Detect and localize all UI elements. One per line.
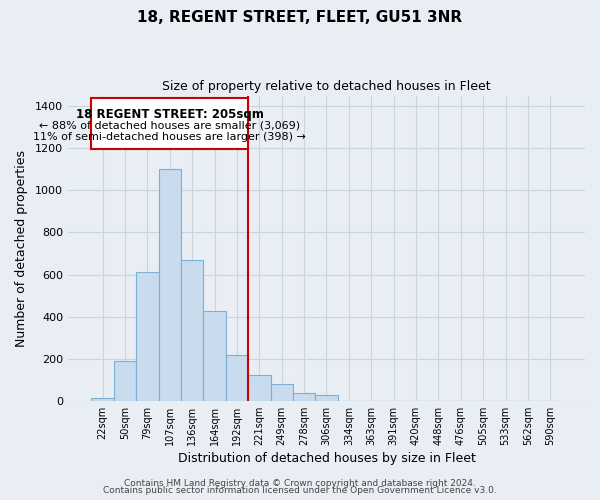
Bar xyxy=(181,260,203,401)
Bar xyxy=(293,393,315,401)
Text: 18 REGENT STREET: 205sqm: 18 REGENT STREET: 205sqm xyxy=(76,108,264,121)
Bar xyxy=(158,169,181,401)
Bar xyxy=(203,312,226,401)
Bar xyxy=(315,395,338,401)
Bar xyxy=(91,98,248,149)
Bar xyxy=(248,374,271,401)
Text: Contains public sector information licensed under the Open Government Licence v3: Contains public sector information licen… xyxy=(103,486,497,495)
Text: Contains HM Land Registry data © Crown copyright and database right 2024.: Contains HM Land Registry data © Crown c… xyxy=(124,478,476,488)
Text: 11% of semi-detached houses are larger (398) →: 11% of semi-detached houses are larger (… xyxy=(34,132,306,142)
Text: 18, REGENT STREET, FLEET, GU51 3NR: 18, REGENT STREET, FLEET, GU51 3NR xyxy=(137,10,463,25)
Bar xyxy=(226,354,248,401)
Title: Size of property relative to detached houses in Fleet: Size of property relative to detached ho… xyxy=(162,80,491,93)
Bar xyxy=(271,384,293,401)
X-axis label: Distribution of detached houses by size in Fleet: Distribution of detached houses by size … xyxy=(178,452,475,465)
Text: ← 88% of detached houses are smaller (3,069): ← 88% of detached houses are smaller (3,… xyxy=(39,121,301,131)
Bar xyxy=(114,361,136,401)
Bar xyxy=(136,272,158,401)
Bar xyxy=(91,398,114,401)
Y-axis label: Number of detached properties: Number of detached properties xyxy=(15,150,28,346)
